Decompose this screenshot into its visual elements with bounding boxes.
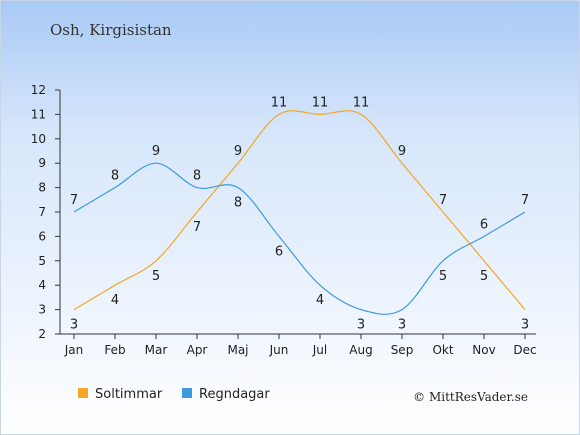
data-label: 3 [357, 318, 365, 333]
x-tick-label: Jul [312, 343, 327, 357]
y-tick-label: 6 [38, 229, 46, 243]
legend: Soltimmar Regndagar [78, 387, 270, 402]
data-label: 7 [193, 220, 201, 235]
y-tick-label: 3 [38, 303, 46, 317]
data-label: 5 [439, 269, 447, 284]
legend-label: Soltimmar [95, 387, 163, 402]
data-label: 3 [521, 318, 529, 333]
x-tick-label: Maj [227, 343, 248, 357]
data-labels: 3 4 5 7 9 11 11 11 9 7 5 3 7 8 9 8 8 6 4 3 3 5 6 7 [70, 95, 529, 332]
data-label: 8 [193, 169, 201, 184]
data-label: 3 [70, 318, 78, 333]
x-tick-label: Okt [432, 343, 453, 357]
data-label: 7 [439, 193, 447, 208]
data-label: 5 [152, 269, 160, 284]
data-label: 5 [480, 269, 488, 284]
data-label: 9 [398, 144, 406, 159]
data-label: 4 [316, 293, 324, 308]
series-line-1 [73, 162, 526, 315]
legend-swatch [182, 388, 192, 398]
y-tick-label: 8 [38, 181, 46, 195]
axes [59, 90, 536, 335]
y-tick-label: 9 [38, 156, 46, 170]
legend-swatch [78, 388, 88, 398]
y-tick-label: 7 [38, 205, 46, 219]
y-tick-label: 11 [31, 107, 46, 121]
y-tick-label: 12 [31, 83, 46, 97]
x-tick-label: Jun [269, 343, 289, 357]
data-label: 8 [234, 196, 242, 211]
y-tick-label: 10 [31, 132, 46, 146]
data-label: 9 [234, 144, 242, 159]
data-label: 4 [111, 293, 119, 308]
y-tick-label: 2 [38, 327, 46, 341]
y-tick-label: 4 [38, 278, 46, 292]
legend-label: Regndagar [199, 387, 270, 402]
data-label: 7 [521, 193, 529, 208]
data-label: 8 [111, 169, 119, 184]
data-label: 7 [70, 193, 78, 208]
series-lines [73, 110, 526, 315]
x-tick-label: Sep [391, 343, 414, 357]
x-tick-label: Nov [472, 343, 495, 357]
x-tick-label: Mar [145, 343, 168, 357]
location-label: Osh, Kirgisistan [50, 21, 172, 39]
data-label: 9 [152, 144, 160, 159]
series-line-0 [73, 110, 526, 311]
x-tick-label: Feb [104, 343, 125, 357]
data-label: 11 [271, 95, 288, 110]
ticks: 2 3 4 5 6 7 8 9 10 11 12 Jan Feb Mar Apr Maj Jun Jul Aug Se… [31, 83, 537, 357]
data-label: 6 [480, 217, 488, 232]
data-label: 11 [353, 95, 370, 110]
y-tick-label: 5 [38, 254, 46, 268]
credit-label: © MittResVader.se [413, 390, 528, 404]
data-label: 11 [312, 95, 329, 110]
x-tick-label: Apr [187, 343, 208, 357]
data-label: 6 [275, 244, 283, 259]
data-label: 3 [398, 318, 406, 333]
x-tick-label: Aug [349, 343, 372, 357]
x-tick-label: Dec [513, 343, 536, 357]
x-tick-label: Jan [64, 343, 84, 357]
